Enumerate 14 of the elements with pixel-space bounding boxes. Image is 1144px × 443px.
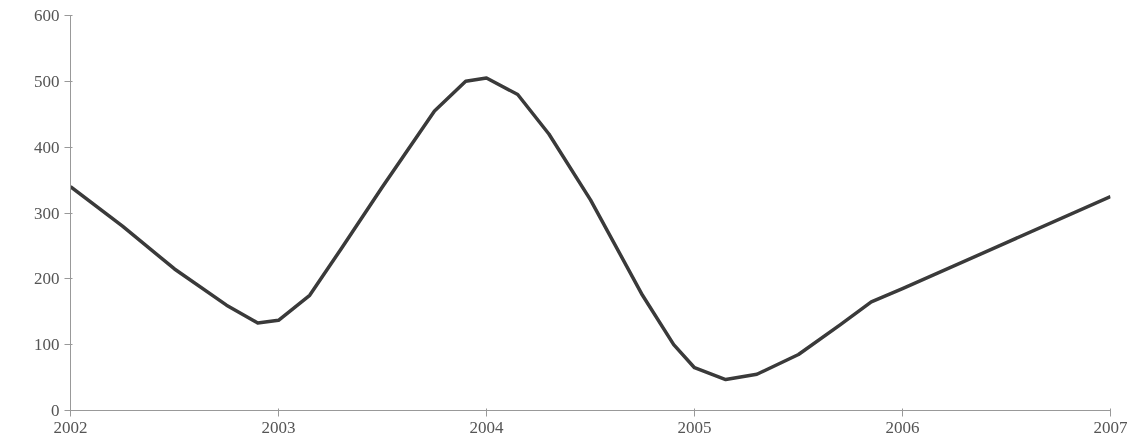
- x-tick-label: 2007: [1093, 417, 1128, 437]
- y-tick-label: 0: [51, 401, 60, 420]
- x-tick-label: 2002: [53, 417, 88, 437]
- x-tick-label: 2006: [885, 417, 920, 437]
- y-tick-label: 500: [34, 71, 60, 91]
- y-tick-label: 600: [34, 6, 60, 25]
- y-tick-label: 200: [34, 269, 60, 289]
- y-tick-label: 400: [34, 137, 60, 157]
- line-series: [70, 76, 1111, 382]
- x-tick-label: 2004: [469, 417, 504, 437]
- x-tick-label: 2003: [261, 417, 296, 437]
- y-tick-label: 300: [34, 203, 60, 223]
- y-tick-label: 100: [34, 335, 60, 355]
- x-tick-label: 2005: [677, 417, 712, 437]
